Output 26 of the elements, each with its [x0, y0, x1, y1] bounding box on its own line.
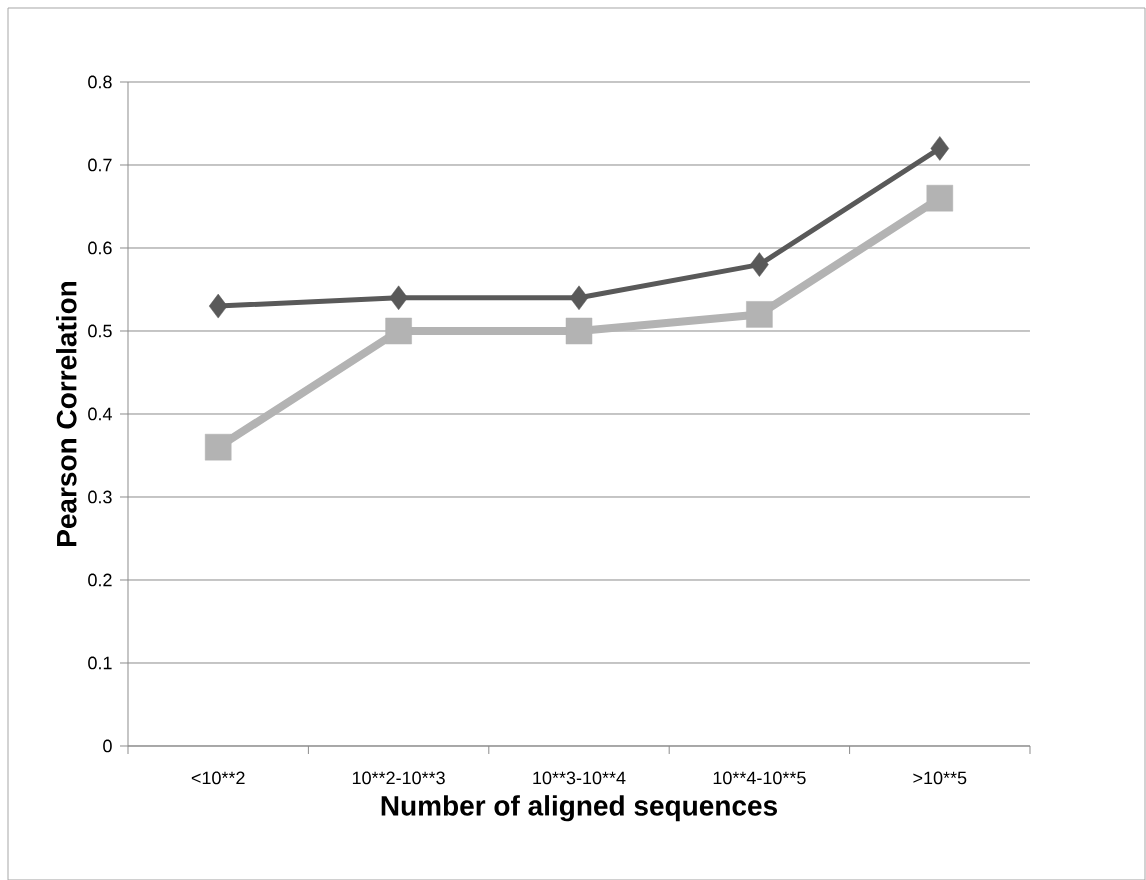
y-tick-label: 0.5 — [88, 324, 112, 338]
point — [204, 433, 232, 461]
y-axis-title: Pearson Correlation — [56, 281, 77, 546]
point — [389, 285, 408, 310]
point — [565, 317, 593, 345]
point — [930, 135, 950, 161]
y-tick-label: 0.8 — [88, 75, 112, 89]
point — [926, 184, 954, 212]
x-tick-label: >10**5 — [913, 771, 967, 785]
y-tick-label: 0.2 — [88, 573, 112, 587]
point — [208, 293, 228, 319]
y-tick-label: 0 — [103, 739, 112, 753]
x-tick-label: 10**3-10**4 — [533, 771, 626, 785]
y-tick-label: 0.3 — [88, 490, 112, 504]
point — [385, 317, 412, 345]
point — [569, 285, 589, 310]
y-tick-label: 0.6 — [88, 241, 112, 255]
point — [750, 252, 769, 277]
y-tick-label: 0.1 — [88, 656, 112, 670]
x-tick-label: <10**2 — [191, 771, 245, 785]
x-axis-title: Number of aligned sequences — [381, 794, 777, 822]
y-tick-label: 0.7 — [88, 158, 112, 172]
x-tick-label: 10**4-10**5 — [713, 771, 806, 785]
x-tick-label: 10**2-10**3 — [352, 771, 445, 785]
point — [746, 300, 773, 328]
y-tick-label: 0.4 — [88, 407, 112, 421]
